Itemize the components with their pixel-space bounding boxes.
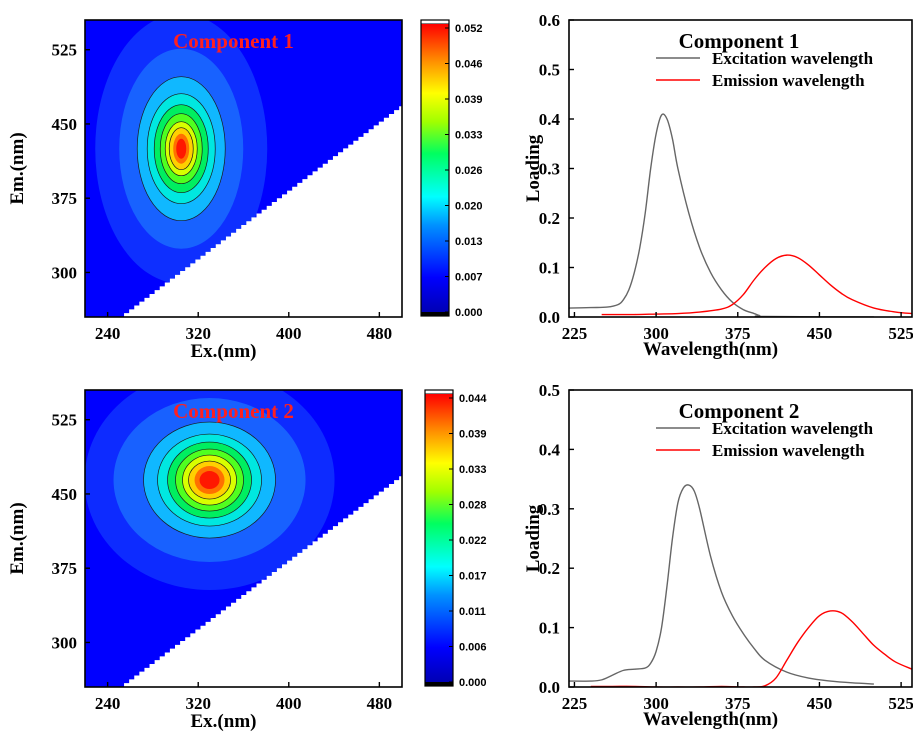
x-tick-label: 300 <box>643 694 669 713</box>
y-tick-label: 375 <box>52 189 78 208</box>
y-tick-label: 525 <box>52 411 78 430</box>
x-axis-label: Ex.(nm) <box>191 711 257 732</box>
excluded-region <box>118 476 402 687</box>
y-axis-label: Em.(nm) <box>7 132 28 204</box>
x-tick-label: 225 <box>562 694 588 713</box>
x-tick-label: 525 <box>888 694 913 713</box>
y-tick-label: 0.2 <box>539 559 560 578</box>
x-axis-label: Ex.(nm) <box>191 341 257 362</box>
contour-band <box>199 471 220 490</box>
excitation-line <box>569 113 874 317</box>
colorbar-tick-label: 0.046 <box>455 59 483 71</box>
excluded-region <box>118 106 402 317</box>
colorbar-gradient <box>425 394 453 682</box>
plot-frame <box>84 389 403 688</box>
colorbar-tick-label: 0.000 <box>455 307 483 319</box>
x-tick-label: 375 <box>725 694 751 713</box>
y-tick-label: 0.4 <box>539 110 561 129</box>
legend-label: Emission wavelength <box>712 441 865 460</box>
colorbar-frame <box>424 389 454 687</box>
x-tick-label: 375 <box>725 324 751 343</box>
contour-band <box>176 138 187 159</box>
contour-panel-1: 240 320 400 480 300 375 450 525 Ex.(nm) Em.(nm) Co… <box>7 19 483 362</box>
x-tick-label: 450 <box>807 694 833 713</box>
plot-frame <box>84 19 403 318</box>
legend-label: Emission wavelength <box>712 71 865 90</box>
colorbar-tick-label: 0.028 <box>459 500 487 512</box>
y-axis-label: Em.(nm) <box>7 502 28 574</box>
contour-panel-3: 240 320 400 480 300 375 450 525 Ex.(nm) Em.(nm) Co… <box>7 389 487 732</box>
x-tick-label: 400 <box>276 694 302 713</box>
plot-area <box>85 390 402 687</box>
x-tick-label: 480 <box>367 324 393 343</box>
colorbar-tick-label: 0.044 <box>459 393 487 405</box>
excitation-line <box>569 484 874 685</box>
y-tick-label: 0.0 <box>539 308 560 327</box>
colorbar-tick-label: 0.033 <box>455 130 483 142</box>
y-tick-label: 0.1 <box>539 259 560 278</box>
x-tick-label: 300 <box>643 324 669 343</box>
y-tick-label: 0.5 <box>539 61 560 80</box>
y-tick-label: 300 <box>52 633 78 652</box>
component-title: Component 1 <box>173 29 294 53</box>
x-axis-label: Wavelength(nm) <box>643 339 778 360</box>
colorbar-tick-label: 0.052 <box>455 23 483 35</box>
y-tick-label: 0.5 <box>539 381 560 400</box>
x-tick-label: 225 <box>562 324 588 343</box>
y-tick-label: 0.1 <box>539 619 560 638</box>
y-tick-label: 375 <box>52 559 78 578</box>
y-tick-label: 0.2 <box>539 209 560 228</box>
colorbar-tick-label: 0.039 <box>459 429 487 441</box>
component-title: Component 2 <box>173 399 294 423</box>
emission-line <box>590 610 912 687</box>
plot-frame <box>568 389 913 688</box>
colorbar-tick-label: 0.022 <box>459 535 487 547</box>
legend-label: Excitation wavelength <box>712 49 874 68</box>
colorbar-bottom-cap <box>425 682 453 686</box>
emission-line <box>601 254 912 316</box>
x-tick-label: 320 <box>185 694 211 713</box>
x-tick-label: 525 <box>888 324 913 343</box>
x-axis-label: Wavelength(nm) <box>643 709 778 730</box>
x-tick-label: 240 <box>95 324 121 343</box>
x-tick-label: 480 <box>367 694 393 713</box>
plot-area <box>569 484 912 687</box>
component-title: Component 1 <box>679 29 800 53</box>
loading-panel-4: 225 300 375 450 525 0.0 0.1 0.2 0.3 0.4 0.5 Wavelen… <box>523 381 913 730</box>
colorbar-bottom-cap <box>421 312 449 316</box>
colorbar-tick-label: 0.011 <box>459 606 486 618</box>
colorbar-tick-label: 0.017 <box>459 571 487 583</box>
y-tick-label: 300 <box>52 263 78 282</box>
colorbar-tick-label: 0.039 <box>455 94 483 106</box>
y-tick-label: 525 <box>52 41 78 60</box>
component-title: Component 2 <box>679 399 800 423</box>
colorbar-tick-label: 0.007 <box>455 272 483 284</box>
loading-panel-2: 225 300 375 450 525 0.0 0.1 0.2 0.3 0.4 0.5 0.6 Wave… <box>523 11 913 360</box>
colorbar-gradient <box>421 24 449 312</box>
y-tick-label: 0.6 <box>539 11 560 30</box>
plot-area <box>569 113 912 317</box>
colorbar-tick-label: 0.013 <box>455 236 483 248</box>
colorbar-tick-label: 0.000 <box>459 677 487 689</box>
y-tick-label: 450 <box>52 115 78 134</box>
colorbar-tick-label: 0.020 <box>455 201 483 213</box>
x-tick-label: 400 <box>276 324 302 343</box>
y-axis-label: Loading <box>523 134 544 202</box>
legend-label: Excitation wavelength <box>712 419 874 438</box>
x-tick-label: 240 <box>95 694 121 713</box>
y-tick-label: 0.3 <box>539 500 560 519</box>
y-tick-label: 0.3 <box>539 160 560 179</box>
colorbar-frame <box>420 19 450 317</box>
y-tick-label: 0.4 <box>539 440 561 459</box>
colorbar-tick-label: 0.033 <box>459 464 487 476</box>
colorbar-tick-label: 0.006 <box>459 642 487 654</box>
plot-area <box>85 20 402 317</box>
y-tick-label: 0.0 <box>539 678 560 697</box>
colorbar-tick-label: 0.026 <box>455 165 483 177</box>
y-axis-label: Loading <box>523 504 544 572</box>
x-tick-label: 450 <box>807 324 833 343</box>
y-tick-label: 450 <box>52 485 78 504</box>
x-tick-label: 320 <box>185 324 211 343</box>
